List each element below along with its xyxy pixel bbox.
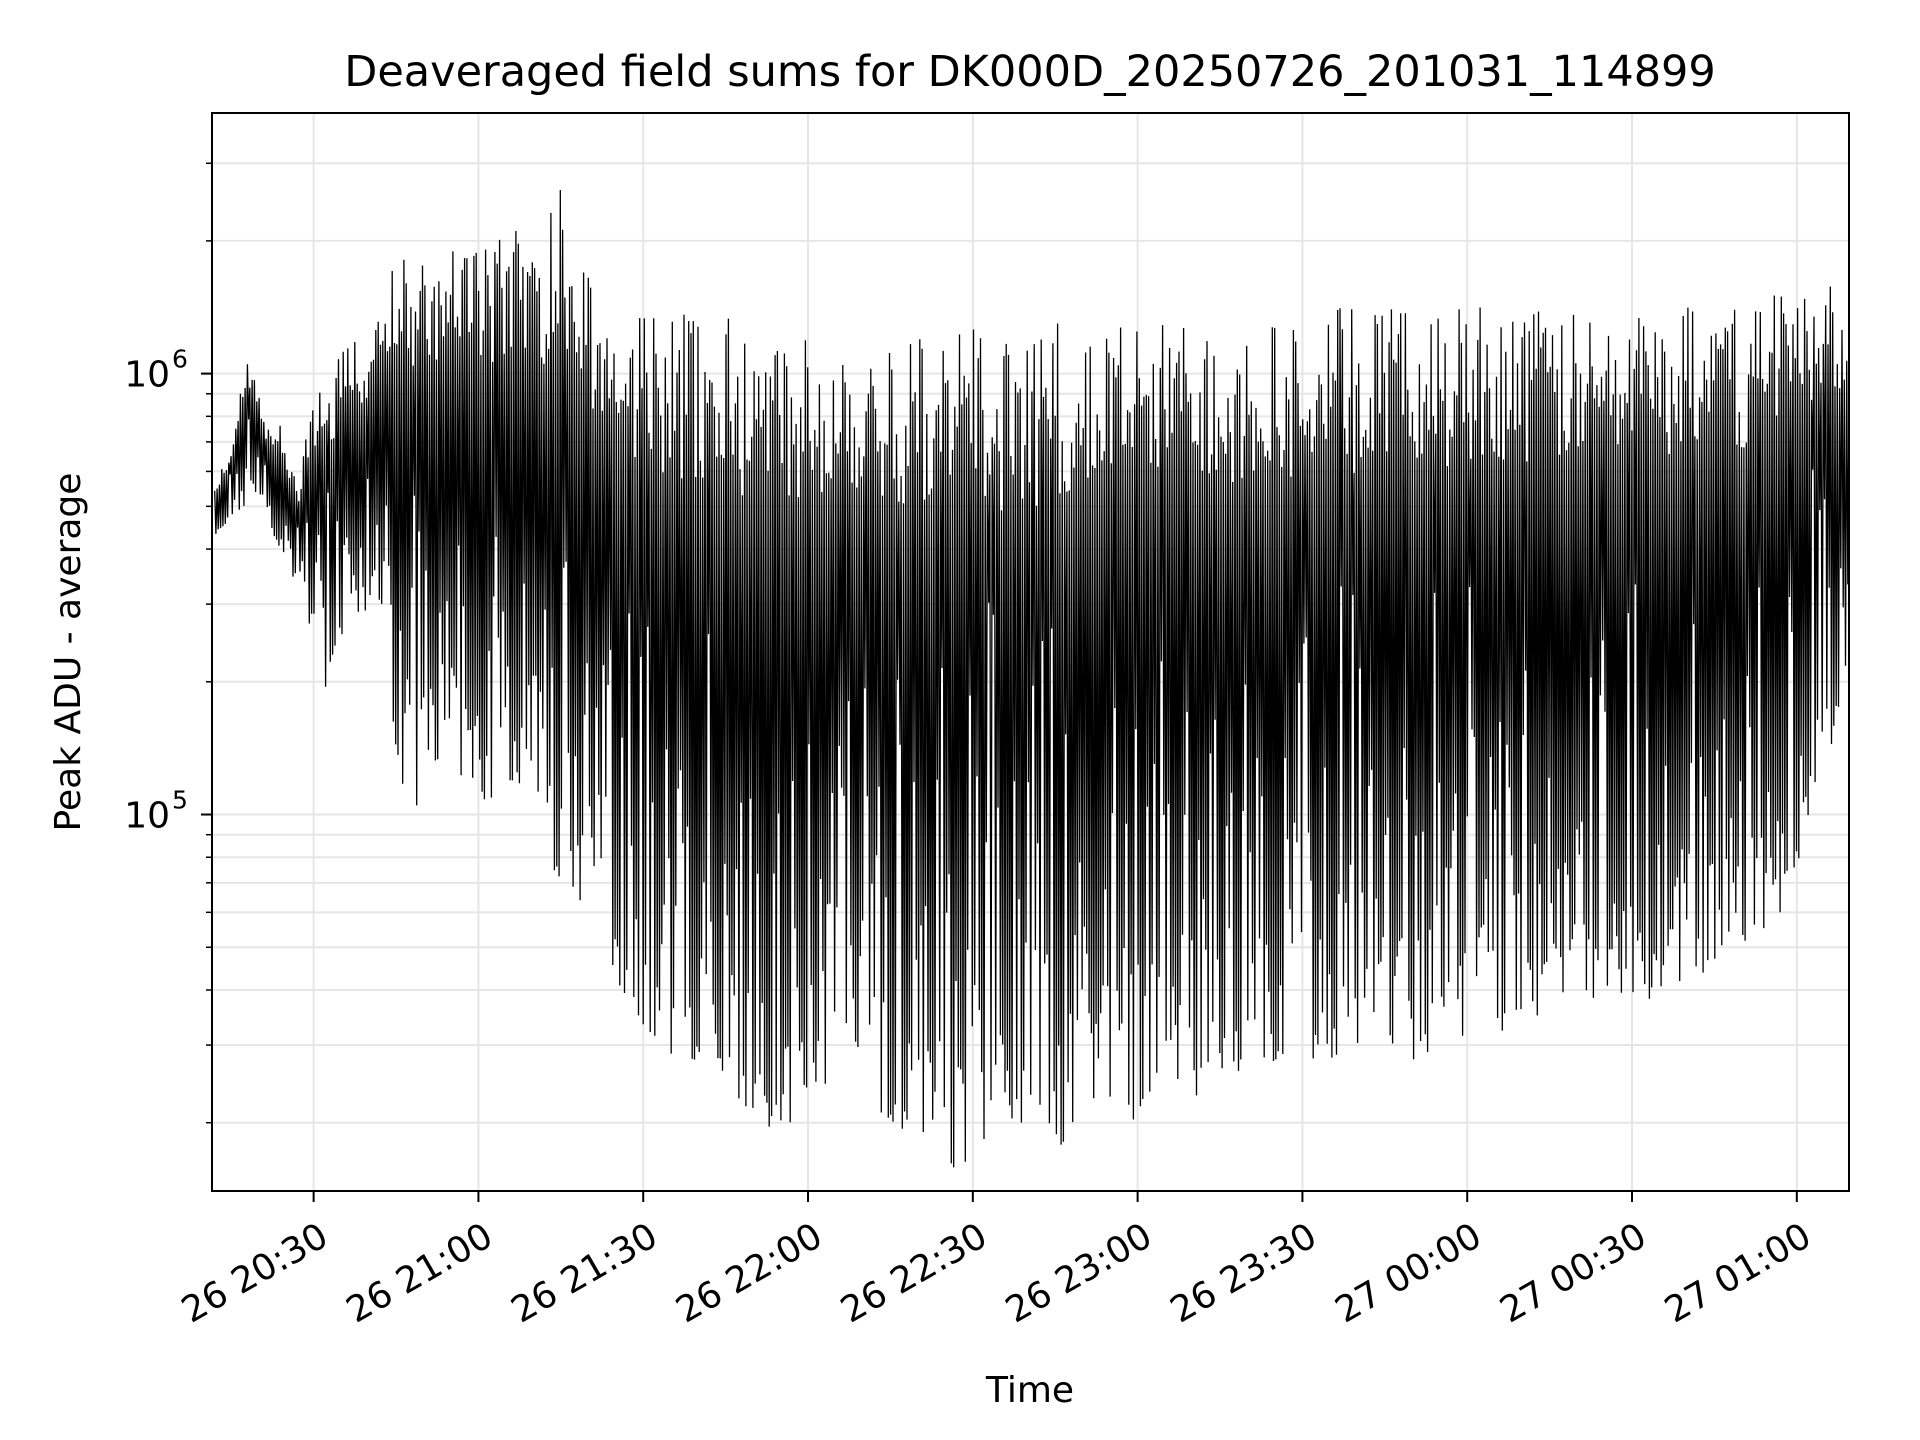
y-tick-exponent: 5 bbox=[172, 786, 188, 815]
series-line bbox=[214, 189, 1850, 1168]
chart-title: Deaveraged field sums for DK000D_2025072… bbox=[344, 47, 1716, 97]
plot-frame bbox=[211, 112, 1850, 1192]
y-axis-label: Peak ADU - average bbox=[48, 473, 89, 832]
y-tick-exponent: 6 bbox=[172, 345, 188, 374]
x-axis-label: Time bbox=[985, 1370, 1074, 1411]
y-tick-label: 10 bbox=[124, 796, 170, 837]
y-tick-label: 10 bbox=[124, 355, 170, 396]
data-series bbox=[214, 189, 1850, 1168]
